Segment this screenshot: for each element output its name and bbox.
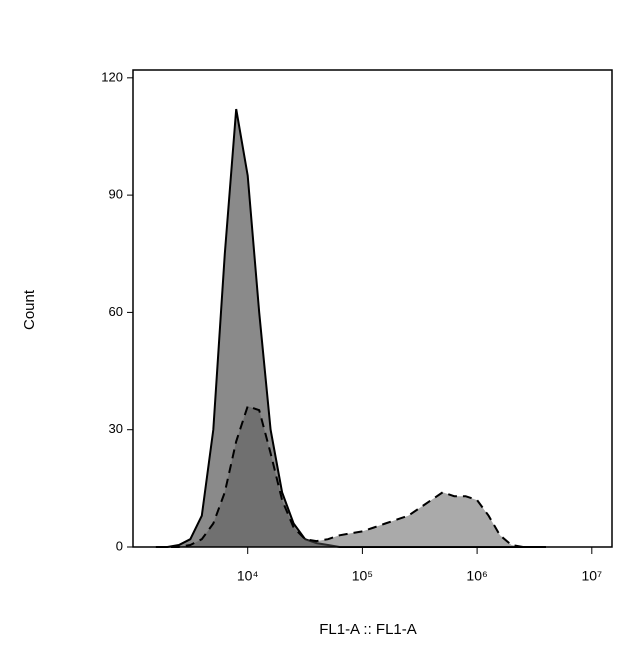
y-tick-label: 120 — [101, 69, 123, 84]
y-tick-label: 30 — [109, 421, 123, 436]
x-tick-label: 10⁶ — [466, 568, 487, 584]
y-tick-label: 0 — [116, 538, 123, 553]
histogram-fill — [155, 406, 546, 547]
histogram-line — [155, 404, 546, 548]
histogram-fill — [155, 109, 546, 547]
x-tick-label: 10⁵ — [352, 568, 373, 584]
x-tick-label: 10⁷ — [581, 568, 602, 584]
plot-frame — [132, 69, 613, 548]
x-tick-label: 10⁴ — [237, 568, 259, 584]
x-axis-label: FL1-A :: FL1-A — [319, 621, 417, 638]
y-tick-label: 60 — [109, 304, 123, 319]
y-axis-label: Count — [21, 289, 38, 330]
y-tick-label: 90 — [109, 187, 123, 202]
